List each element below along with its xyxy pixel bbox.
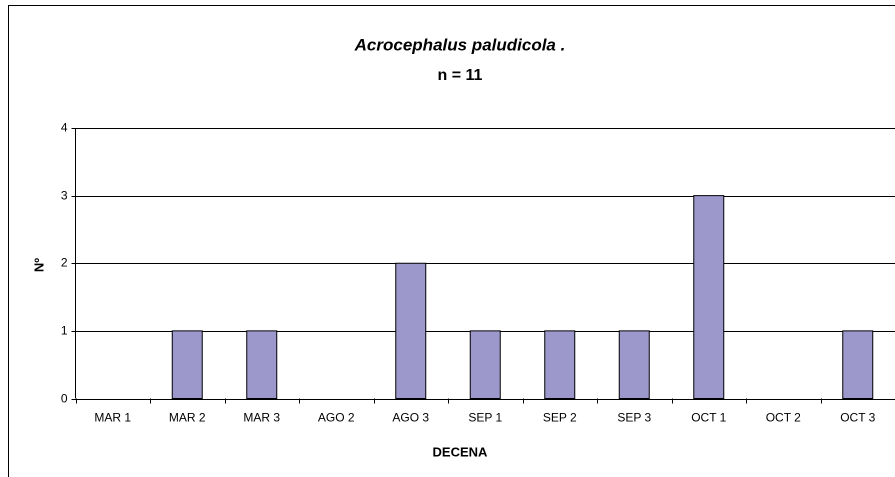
bar xyxy=(544,330,576,399)
bar xyxy=(395,262,427,399)
x-tick-label: AGO 3 xyxy=(392,411,429,425)
chart-title: Acrocephalus paludicola . xyxy=(354,35,566,54)
x-tick-label: SEP 2 xyxy=(543,411,577,425)
x-tick-label: AGO 2 xyxy=(318,411,355,425)
y-tick-label: 4 xyxy=(61,121,68,135)
x-tick-label: SEP 3 xyxy=(617,411,651,425)
y-axis-label: Nº xyxy=(31,258,46,272)
x-tick-label: OCT 2 xyxy=(766,411,801,425)
bar xyxy=(171,330,203,399)
bar xyxy=(693,195,725,399)
y-tick-label: 3 xyxy=(61,189,68,203)
x-tick-label: OCT 3 xyxy=(840,411,875,425)
x-axis-label: DECENA xyxy=(433,444,489,459)
x-tick-label: SEP 1 xyxy=(468,411,502,425)
bar xyxy=(469,330,501,399)
x-tick-label: OCT 1 xyxy=(691,411,726,425)
bar xyxy=(618,330,650,399)
y-tick-label: 1 xyxy=(61,324,68,338)
x-tick-label: MAR 1 xyxy=(94,411,131,425)
bar xyxy=(842,330,874,399)
bar xyxy=(246,330,278,399)
y-tick-label: 0 xyxy=(61,392,68,406)
x-tick-label: MAR 3 xyxy=(243,411,280,425)
y-tick-label: 2 xyxy=(61,256,68,270)
chart-subtitle: n = 11 xyxy=(438,67,483,84)
chart-frame xyxy=(8,5,895,477)
x-tick-label: MAR 2 xyxy=(169,411,206,425)
